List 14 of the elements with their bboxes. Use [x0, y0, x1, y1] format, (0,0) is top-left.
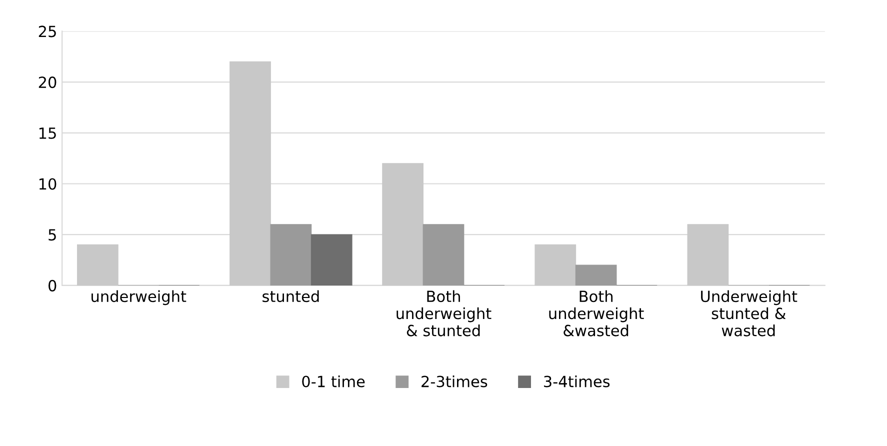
y-tick-label: 0	[48, 280, 56, 292]
x-tick-label: Underweight stunted & wasted	[701, 290, 798, 336]
legend-label: 2-3times	[422, 375, 488, 388]
y-tick-label: 15	[39, 128, 56, 139]
x-tick-label: Both underweight & stunted	[396, 290, 492, 336]
x-tick-label: stunted	[262, 290, 319, 302]
legend-label: 3-4times	[544, 375, 610, 388]
y-tick-label: 20	[38, 76, 56, 88]
y-tick-label: 10	[39, 178, 56, 190]
y-tick-label: 25	[38, 26, 56, 38]
x-tick-label: underweight	[92, 290, 186, 306]
y-tick-label: 5	[48, 229, 56, 241]
legend-label: 0-1 time	[302, 375, 365, 388]
x-tick-label: Both underweight &wasted	[549, 290, 644, 336]
